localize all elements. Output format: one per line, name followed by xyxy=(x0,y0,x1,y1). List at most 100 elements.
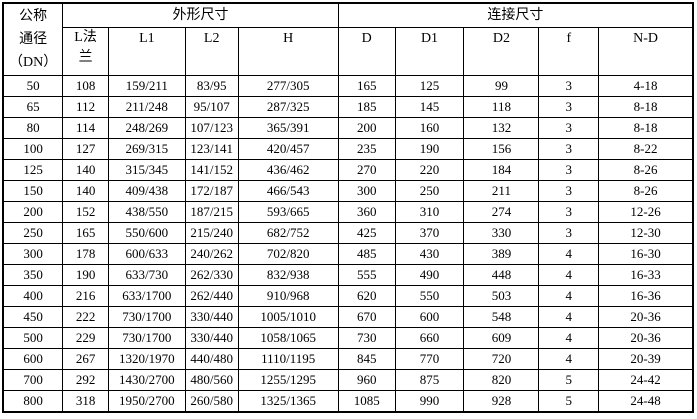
table-cell: 365/391 xyxy=(237,117,339,139)
table-cell: 235 xyxy=(337,138,396,160)
table-body: 50 108 159/211 83/95 277/305 165 125 99 3 4-18 65 1… xyxy=(2,75,694,413)
group-header-connection-dimensions: 连接尺寸 xyxy=(337,2,694,28)
table-cell: 20-36 xyxy=(598,327,694,349)
table-cell: 8-18 xyxy=(598,96,694,118)
table-cell: 185 xyxy=(337,96,396,118)
table-cell: 609 xyxy=(463,327,540,349)
table-cell: 216 xyxy=(62,285,109,307)
table-cell: 16-30 xyxy=(598,243,694,265)
table-cell: 274 xyxy=(463,201,540,223)
table-cell: 1325/1365 xyxy=(237,390,339,413)
table-cell: 220 xyxy=(394,159,465,181)
group-header-outline-dimensions: 外形尺寸 xyxy=(62,2,339,28)
table-cell: 730/1700 xyxy=(107,306,186,328)
table-cell: 5 xyxy=(538,369,600,391)
table-cell: 20-36 xyxy=(598,306,694,328)
table-cell: 770 xyxy=(394,348,465,370)
table-cell: 3 xyxy=(538,75,600,97)
table-cell: 4 xyxy=(538,285,600,307)
table-cell: 1430/2700 xyxy=(107,369,186,391)
col-header-n-d: N-D xyxy=(598,27,694,76)
table-cell: 730/1700 xyxy=(107,327,186,349)
table-cell: 211 xyxy=(463,180,540,202)
table-cell: 165 xyxy=(337,75,396,97)
table-cell: 350 xyxy=(2,264,64,286)
table-cell: 490 xyxy=(394,264,465,286)
table-cell: 990 xyxy=(394,390,465,413)
table-cell: 3 xyxy=(538,201,600,223)
table-cell: 875 xyxy=(394,369,465,391)
table-cell: 24-42 xyxy=(598,369,694,391)
table-cell: 172/187 xyxy=(184,180,239,202)
table-row: 600 267 1320/1970 440/480 1110/1195 845 770 720… xyxy=(2,348,694,370)
table-row: 65 112 211/248 95/107 287/325 185 145 118 3 8-18 xyxy=(2,96,694,118)
table-cell: 370 xyxy=(394,222,465,244)
table-cell: 100 xyxy=(2,138,64,160)
table-row: 80 114 248/269 107/123 365/391 200 160 132 3 8-18 xyxy=(2,117,694,139)
table-cell: 550/600 xyxy=(107,222,186,244)
table-cell: 262/440 xyxy=(184,285,239,307)
table-cell: 330/440 xyxy=(184,306,239,328)
table-cell: 145 xyxy=(394,96,465,118)
table-row: 125 140 315/345 141/152 436/462 270 220 184 3 8-2… xyxy=(2,159,694,181)
table-cell: 108 xyxy=(62,75,109,97)
table-cell: 960 xyxy=(337,369,396,391)
table-cell: 928 xyxy=(463,390,540,413)
table-cell: 118 xyxy=(463,96,540,118)
table-cell: 555 xyxy=(337,264,396,286)
table-cell: 430 xyxy=(394,243,465,265)
table-cell: 267 xyxy=(62,348,109,370)
table-cell: 1085 xyxy=(337,390,396,413)
table-cell: 660 xyxy=(394,327,465,349)
table-cell: 730 xyxy=(337,327,396,349)
table-cell: 187/215 xyxy=(184,201,239,223)
table-row: 450 222 730/1700 330/440 1005/1010 670 600 548 4… xyxy=(2,306,694,328)
table-cell: 262/330 xyxy=(184,264,239,286)
table-cell: 682/752 xyxy=(237,222,339,244)
table-cell: 140 xyxy=(62,159,109,181)
table-cell: 832/938 xyxy=(237,264,339,286)
table-cell: 633/1700 xyxy=(107,285,186,307)
col-header-l1: L1 xyxy=(107,27,186,76)
table-cell: 125 xyxy=(2,159,64,181)
table-row: 100 127 269/315 123/141 420/457 235 190 156 3 8-2… xyxy=(2,138,694,160)
table-cell: 123/141 xyxy=(184,138,239,160)
group-header-row: 公称 通径 （DN） 外形尺寸 连接尺寸 xyxy=(2,2,694,76)
table-cell: 4 xyxy=(538,327,600,349)
table-cell: 127 xyxy=(62,138,109,160)
table-cell: 910/968 xyxy=(237,285,339,307)
table-cell: 200 xyxy=(2,201,64,223)
table-cell: 287/325 xyxy=(237,96,339,118)
table-cell: 600 xyxy=(394,306,465,328)
table-cell: 99 xyxy=(463,75,540,97)
table-cell: 222 xyxy=(62,306,109,328)
table-cell: 132 xyxy=(463,117,540,139)
table-row: 300 178 600/633 240/262 702/820 485 430 389 4 16-… xyxy=(2,243,694,265)
table-row: 150 140 409/438 172/187 466/543 300 250 211 3 8-2… xyxy=(2,180,694,202)
table-cell: 114 xyxy=(62,117,109,139)
table-cell: 215/240 xyxy=(184,222,239,244)
table-cell: 229 xyxy=(62,327,109,349)
col-header-nominal-diameter: 公称 通径 （DN） xyxy=(2,2,64,76)
col-header-d: D xyxy=(337,27,396,76)
col-header-l-flange: L法 兰 xyxy=(62,27,109,76)
table-row: 50 108 159/211 83/95 277/305 165 125 99 3 4-18 xyxy=(2,75,694,97)
table-cell: 633/730 xyxy=(107,264,186,286)
table-cell: 4-18 xyxy=(598,75,694,97)
table-cell: 436/462 xyxy=(237,159,339,181)
table-cell: 315/345 xyxy=(107,159,186,181)
table-cell: 318 xyxy=(62,390,109,413)
table-cell: 409/438 xyxy=(107,180,186,202)
table-cell: 16-33 xyxy=(598,264,694,286)
table-cell: 140 xyxy=(62,180,109,202)
table-row: 350 190 633/730 262/330 832/938 555 490 448 4 16-… xyxy=(2,264,694,286)
table-cell: 4 xyxy=(538,348,600,370)
table-cell: 4 xyxy=(538,306,600,328)
table-cell: 466/543 xyxy=(237,180,339,202)
table-cell: 550 xyxy=(394,285,465,307)
col-header-d2: D2 xyxy=(463,27,540,76)
table-cell: 8-26 xyxy=(598,180,694,202)
table-row: 800 318 1950/2700 260/580 1325/1365 1085 990 92… xyxy=(2,390,694,413)
table-cell: 292 xyxy=(62,369,109,391)
